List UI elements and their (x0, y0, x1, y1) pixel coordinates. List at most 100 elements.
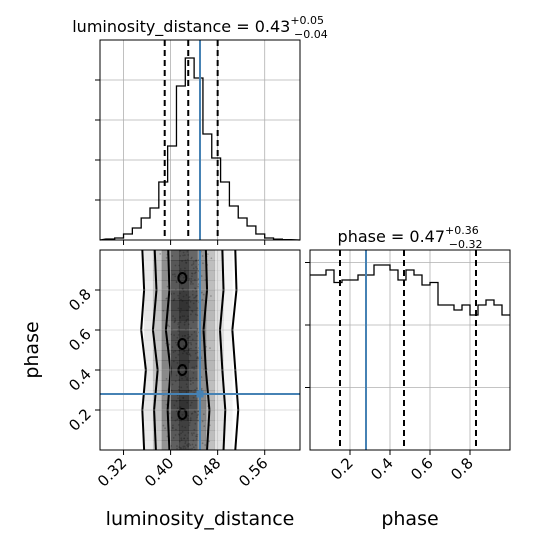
density-2d-panel: 0.32 0.40 0.48 0.56 0.2 0.4 0.6 0.8 (65, 249, 301, 490)
density-cell (223, 320, 233, 331)
density-cell (197, 380, 207, 391)
density-cell (170, 400, 180, 411)
sample-point (202, 413, 205, 416)
x-tick-label-1: 0.40 (141, 454, 177, 490)
density-cell (144, 250, 154, 261)
density-cell (179, 350, 189, 361)
density-cell (197, 290, 207, 301)
density-cell (197, 420, 207, 431)
density-cell (197, 330, 207, 341)
density-cell (161, 370, 171, 381)
density-cell (197, 370, 207, 381)
density-cell (214, 330, 224, 341)
density-cell (223, 360, 233, 371)
luminosity-distance-histogram-panel (95, 39, 301, 245)
density-cell (144, 350, 154, 361)
density-cell (197, 400, 207, 411)
density-cell (144, 370, 154, 381)
density-cell (179, 330, 189, 341)
density-cell (214, 370, 224, 381)
density-cell (188, 370, 198, 381)
density-cell (161, 340, 171, 351)
density-cell (214, 350, 224, 361)
x-axis-label-phase: phase (381, 508, 438, 530)
density-cell (223, 340, 233, 351)
sample-point (197, 413, 200, 416)
density-cell (223, 430, 233, 441)
sample-point (165, 256, 168, 259)
x-tick-label-1: 0.4 (367, 454, 397, 484)
density-layer (140, 250, 240, 450)
density-cell (179, 390, 189, 401)
density-cell (205, 400, 216, 411)
density-cell (197, 270, 207, 281)
density-cell (188, 440, 198, 450)
y-axis-label-phase: phase (21, 321, 43, 378)
density-cell (144, 410, 154, 421)
sample-point (196, 356, 199, 359)
x-tick-label-3: 0.56 (235, 454, 271, 490)
density-cell (197, 260, 207, 271)
x-tick-label-0: 0.2 (327, 454, 357, 484)
contour-0-right (231, 250, 240, 450)
density-cell (161, 390, 171, 401)
sample-point (197, 419, 200, 422)
density-cell (161, 300, 171, 311)
axis-frame (309, 249, 511, 451)
title-phase: phase = 0.47+0.36 −0.32 (338, 224, 483, 251)
contour-2-right (202, 250, 211, 450)
phase-histogram-panel: 0.2 0.4 0.6 0.8 (305, 249, 511, 484)
density-cell (144, 380, 154, 391)
x-tick-label-2: 0.48 (188, 454, 224, 490)
density-cell (144, 300, 154, 311)
density-cell (152, 310, 163, 321)
density-cell (170, 430, 180, 441)
density-cell (144, 430, 154, 441)
density-cell (188, 290, 198, 301)
density-cell (205, 280, 216, 291)
density-cell (179, 400, 189, 411)
density-cell (170, 410, 180, 421)
density-cell (205, 370, 216, 381)
density-cell (205, 360, 216, 371)
axis-frame (99, 249, 301, 451)
contour-1-right (218, 250, 227, 450)
density-cell (188, 430, 198, 441)
density-cell (152, 410, 163, 421)
sample-point (200, 291, 203, 294)
density-cell (179, 440, 189, 450)
density-cell (179, 410, 189, 421)
density-cell (179, 260, 189, 271)
axis-frame (99, 39, 301, 241)
sample-point (197, 278, 200, 281)
density-cell (223, 350, 233, 361)
x-axis-label-luminosity-distance: luminosity_distance (106, 508, 295, 530)
contour-0-left (140, 250, 147, 450)
density-cell (223, 290, 233, 301)
density-cell (152, 350, 163, 361)
density-cell (179, 340, 189, 351)
density-cell (188, 270, 198, 281)
density-cell (223, 270, 233, 281)
density-cell (205, 310, 216, 321)
density-cell (223, 280, 233, 291)
sample-point (201, 298, 204, 301)
density-cell (179, 300, 189, 311)
sample-point (204, 444, 207, 446)
density-cell (161, 360, 171, 371)
sample-point (162, 424, 165, 427)
density-cell (214, 420, 224, 431)
density-cell (161, 420, 171, 431)
density-cell (214, 440, 224, 450)
density-cell (205, 340, 216, 351)
density-cell (144, 420, 154, 431)
y-tick-label-0: 0.2 (65, 405, 95, 435)
density-cell (214, 320, 224, 331)
sample-point (203, 425, 206, 428)
density-cell (223, 390, 233, 401)
density-cell (188, 420, 198, 431)
density-cell (170, 340, 180, 351)
density-cell (152, 430, 163, 441)
sample-point (202, 262, 204, 265)
density-cell (170, 310, 180, 321)
